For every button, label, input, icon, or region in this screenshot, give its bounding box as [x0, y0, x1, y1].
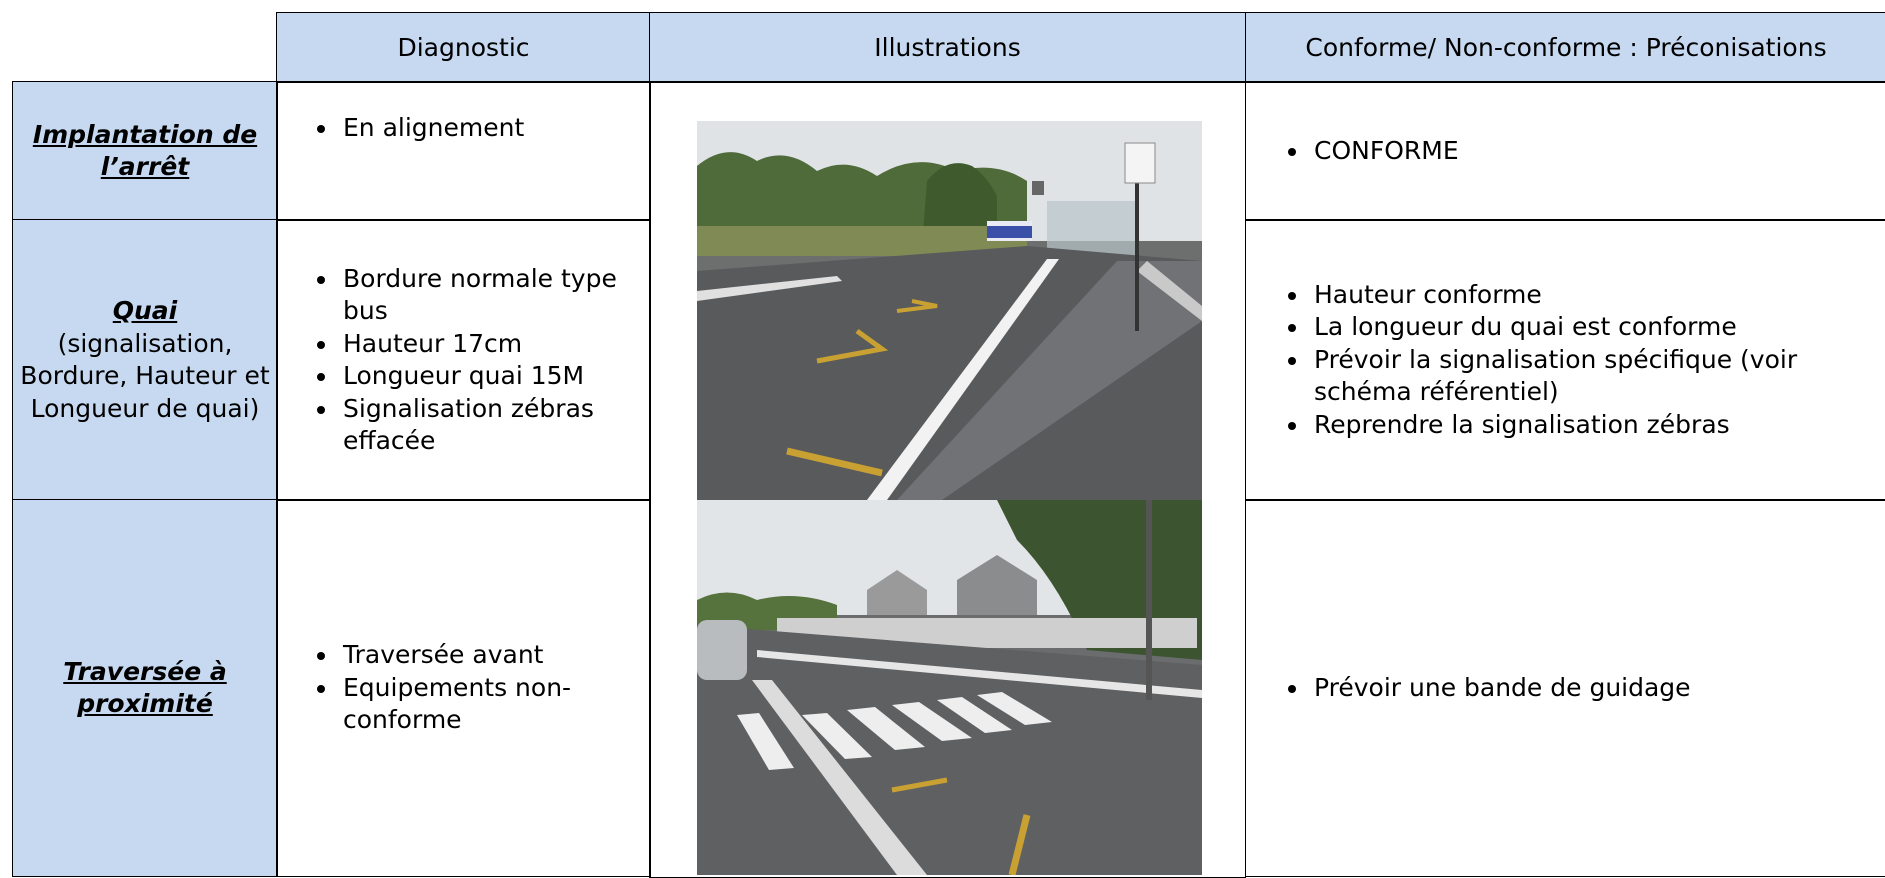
recommendation-cell: Prévoir une bande de guidage	[1245, 499, 1885, 877]
photo-bus-stop	[697, 121, 1202, 500]
diagnostic-list: Bordure normale type busHauteur 17cmLong…	[277, 263, 650, 458]
header-text: Diagnostic	[397, 33, 530, 62]
header-text: Conforme/ Non-conforme : Préconisations	[1305, 33, 1827, 62]
photo-crossing	[697, 500, 1202, 875]
row-label-cell: Quai (signalisation, Bordure, Hauteur et …	[12, 219, 278, 501]
row-title: Traversée à proximité	[63, 656, 227, 719]
recommendation-item: Reprendre la signalisation zébras	[1310, 409, 1876, 442]
diagnostic-item: En alignement	[339, 112, 524, 145]
diagnostic-item: Bordure normale type bus	[339, 263, 640, 328]
recommendation-cell: Hauteur conformeLa longueur du quai est …	[1245, 219, 1885, 501]
recommendation-item: La longueur du quai est conforme	[1310, 311, 1876, 344]
diagnostic-item: Equipements non-conforme	[339, 672, 640, 737]
row-title: Implantation de l’arrêt	[32, 119, 258, 182]
diagnostic-item: Signalisation zébras effacée	[339, 393, 640, 458]
header-cell: Illustrations	[649, 12, 1246, 83]
row-title: Quai	[112, 296, 178, 325]
diagnostic-item: Longueur quai 15M	[339, 360, 640, 393]
header-cell: Conforme/ Non-conforme : Préconisations	[1245, 12, 1885, 83]
recommendation-list: Prévoir une bande de guidage	[1246, 672, 1701, 705]
row-label-cell: Traversée à proximité	[12, 499, 278, 877]
recommendation-item: Prévoir la signalisation spécifique (voi…	[1310, 344, 1876, 409]
row-label-cell: Implantation de l’arrêt	[12, 81, 278, 221]
diagnostic-cell: Traversée avantEquipements non-conforme	[276, 499, 651, 877]
recommendation-item: Hauteur conforme	[1310, 279, 1876, 312]
header-cell: Diagnostic	[276, 12, 651, 83]
diagnostic-item: Hauteur 17cm	[339, 328, 640, 361]
recommendation-item: Prévoir une bande de guidage	[1310, 672, 1691, 705]
recommendation-cell: CONFORME	[1245, 81, 1885, 221]
diagnostic-item: Traversée avant	[339, 639, 640, 672]
recommendation-list: CONFORME	[1246, 135, 1469, 168]
recommendation-item: CONFORME	[1310, 135, 1459, 168]
diagnostic-cell: Bordure normale type busHauteur 17cmLong…	[276, 219, 651, 501]
row-subtitle: (signalisation, Bordure, Hauteur et Long…	[20, 328, 270, 423]
recommendation-list: Hauteur conformeLa longueur du quai est …	[1246, 279, 1885, 442]
diagnostic-list: En alignement	[277, 112, 534, 145]
diagnostic-cell: En alignement	[276, 81, 651, 221]
header-text: Illustrations	[874, 33, 1021, 62]
diagnostic-list: Traversée avantEquipements non-conforme	[277, 639, 650, 737]
